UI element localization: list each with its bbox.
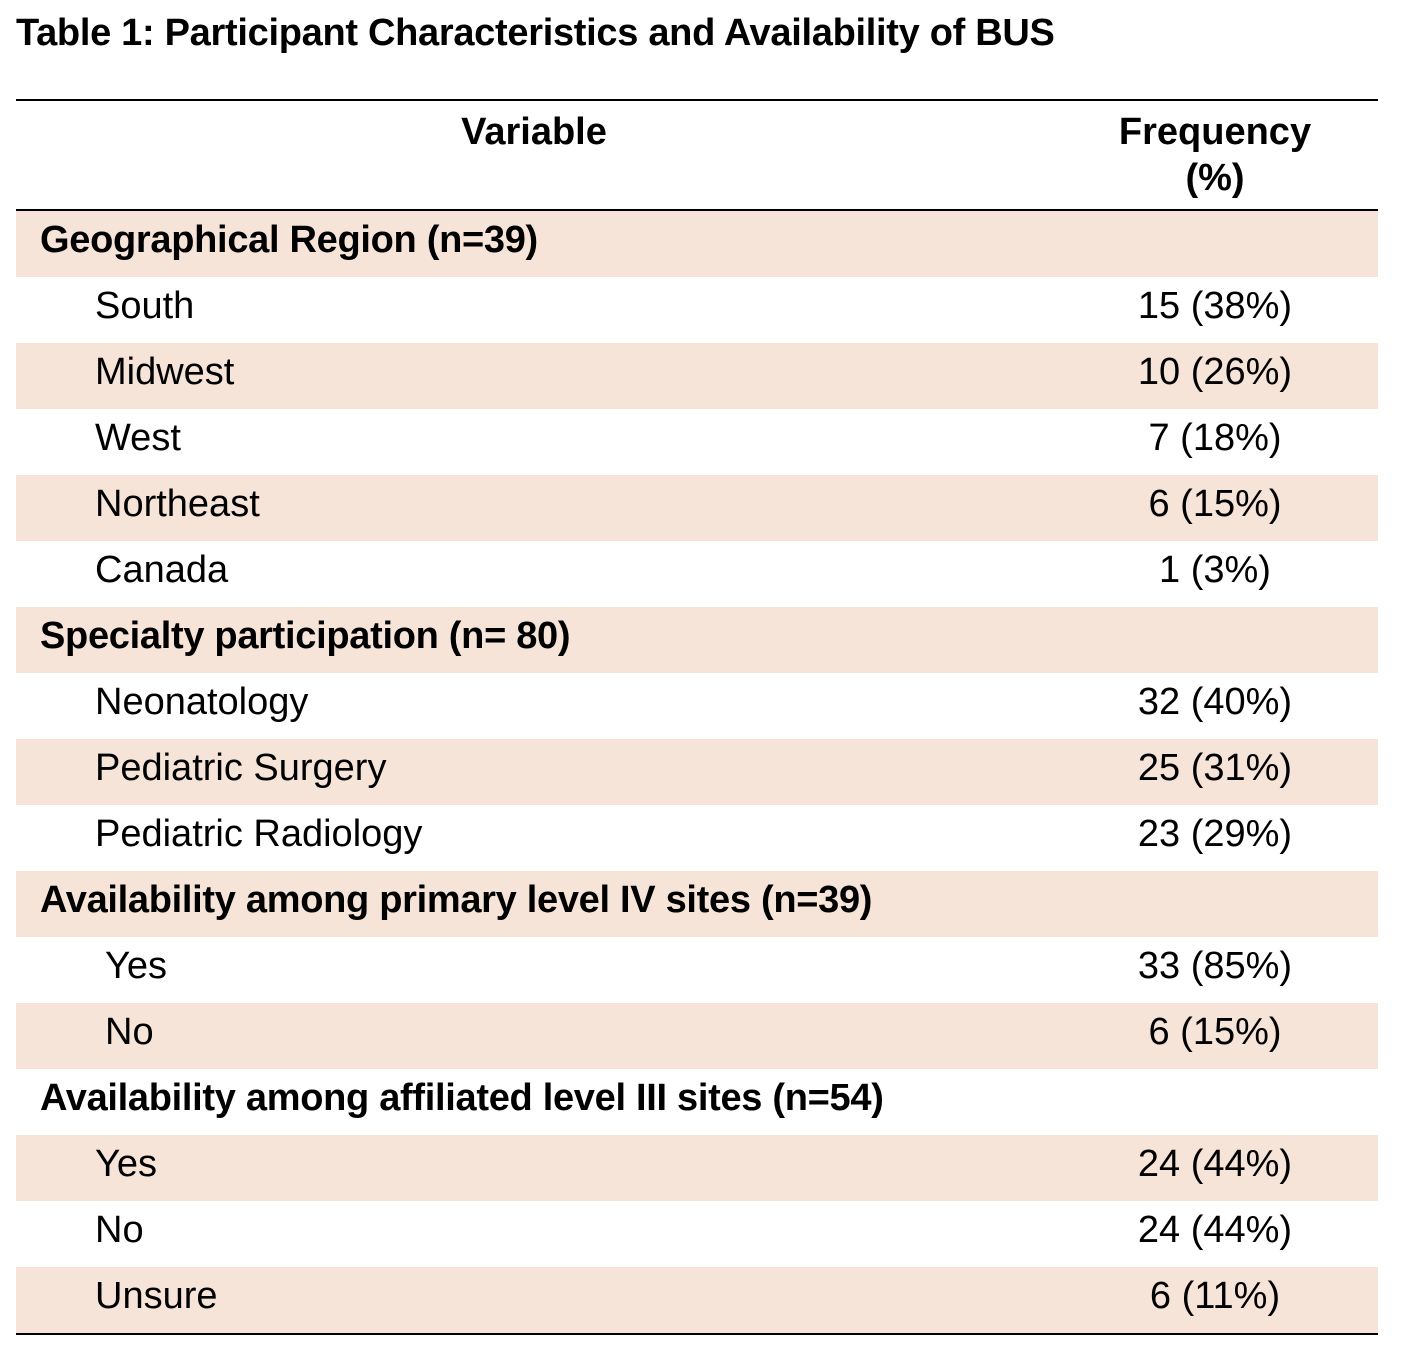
- row-value: 23 (29%): [1052, 805, 1378, 863]
- row-value: 7 (18%): [1052, 409, 1378, 467]
- table-row: Yes 24 (44%): [16, 1135, 1378, 1201]
- row-value: 25 (31%): [1052, 739, 1378, 797]
- row-label: South: [95, 277, 194, 335]
- row-label: Specialty participation (n= 80): [40, 607, 570, 665]
- row-value: 6 (15%): [1052, 475, 1378, 533]
- row-label: No: [95, 1201, 144, 1259]
- row-label: Availability among primary level IV site…: [40, 871, 872, 929]
- section-row-geographical-region: Geographical Region (n=39): [16, 211, 1378, 277]
- row-value: [1052, 607, 1378, 665]
- row-value: 6 (11%): [1052, 1267, 1378, 1325]
- section-row-affiliated-level-iii: Availability among affiliated level III …: [16, 1069, 1378, 1135]
- row-value: 33 (85%): [1052, 937, 1378, 995]
- table-header: Variable Frequency (%): [16, 101, 1378, 211]
- row-value: 32 (40%): [1052, 673, 1378, 731]
- section-row-primary-level-iv: Availability among primary level IV site…: [16, 871, 1378, 937]
- table-row: Canada 1 (3%): [16, 541, 1378, 607]
- row-label: Geographical Region (n=39): [40, 211, 538, 269]
- table-title: Table 1: Participant Characteristics and…: [16, 8, 1055, 58]
- table-row: Pediatric Surgery 25 (31%): [16, 739, 1378, 805]
- table-row: South 15 (38%): [16, 277, 1378, 343]
- table-row: Pediatric Radiology 23 (29%): [16, 805, 1378, 871]
- section-row-specialty-participation: Specialty participation (n= 80): [16, 607, 1378, 673]
- table-row: Yes 33 (85%): [16, 937, 1378, 1003]
- row-value: 24 (44%): [1052, 1135, 1378, 1193]
- table-row: No 6 (15%): [16, 1003, 1378, 1069]
- header-frequency: Frequency (%): [1052, 109, 1378, 201]
- row-label: Neonatology: [95, 673, 308, 731]
- table-row: Unsure 6 (11%): [16, 1267, 1378, 1333]
- row-value: [1052, 871, 1378, 929]
- row-label: Northeast: [95, 475, 260, 533]
- bottom-rule: [16, 1333, 1378, 1335]
- row-label: Midwest: [95, 343, 234, 401]
- row-label: Availability among affiliated level III …: [40, 1069, 884, 1127]
- data-table: Variable Frequency (%) Geographical Regi…: [16, 99, 1378, 1335]
- row-label: Canada: [95, 541, 228, 599]
- row-value: [1052, 211, 1378, 269]
- row-label: Unsure: [95, 1267, 218, 1325]
- table-row: No 24 (44%): [16, 1201, 1378, 1267]
- row-value: [1052, 1069, 1378, 1127]
- row-value: 10 (26%): [1052, 343, 1378, 401]
- row-label: No: [105, 1003, 154, 1061]
- table-row: Neonatology 32 (40%): [16, 673, 1378, 739]
- row-label: Pediatric Radiology: [95, 805, 422, 863]
- row-value: 15 (38%): [1052, 277, 1378, 335]
- row-label: Yes: [95, 1135, 157, 1193]
- row-label: Pediatric Surgery: [95, 739, 386, 797]
- row-label: Yes: [105, 937, 167, 995]
- row-label: West: [95, 409, 181, 467]
- row-value: 6 (15%): [1052, 1003, 1378, 1061]
- row-value: 1 (3%): [1052, 541, 1378, 599]
- table-row: Midwest 10 (26%): [16, 343, 1378, 409]
- header-variable: Variable: [16, 109, 1052, 155]
- row-value: 24 (44%): [1052, 1201, 1378, 1259]
- header-frequency-line2: (%): [1052, 155, 1378, 201]
- table-row: West 7 (18%): [16, 409, 1378, 475]
- header-frequency-line1: Frequency: [1052, 109, 1378, 155]
- table-row: Northeast 6 (15%): [16, 475, 1378, 541]
